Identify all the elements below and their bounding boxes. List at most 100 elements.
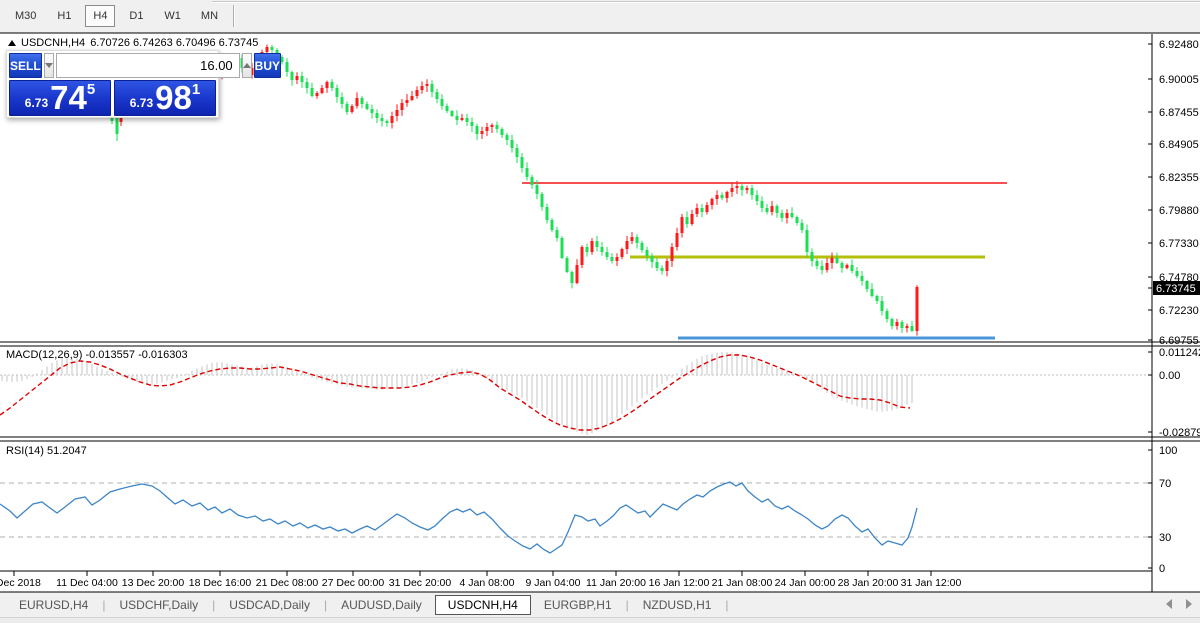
time-label: 21 Jan 08:00 (712, 577, 773, 589)
candle (305, 82, 309, 88)
status-strip (0, 617, 1200, 623)
candle (700, 208, 704, 212)
candle (470, 122, 474, 126)
time-label: 11 Jan 20:00 (586, 577, 646, 589)
candle (755, 195, 759, 201)
volume-increase-button[interactable] (241, 53, 252, 78)
candle (725, 192, 729, 198)
candle (475, 126, 479, 134)
rsi-tick-label: 100 (1159, 445, 1177, 457)
price-tick-label: 6.90005 (1159, 74, 1199, 86)
candle (620, 249, 624, 257)
candle (790, 213, 794, 217)
candle (820, 266, 824, 270)
candle (530, 177, 534, 185)
time-label: 6 Dec 2018 (0, 577, 41, 589)
candle (765, 208, 769, 212)
price-tick-label: 6.72230 (1159, 305, 1199, 317)
tab-eurgbp-h1[interactable]: EURGBP,H1 (543, 598, 612, 612)
candle (525, 168, 529, 177)
candle (585, 247, 589, 252)
candle (570, 272, 574, 283)
candle (645, 250, 649, 256)
candle (500, 129, 504, 135)
timeframe-button-mn[interactable]: MN (200, 10, 219, 22)
tab-usdcad-daily[interactable]: USDCAD,Daily (229, 598, 310, 612)
buy-price-quote[interactable]: 6.73 98 1 (114, 80, 216, 116)
tab-separator: | (212, 598, 216, 612)
sell-price-quote[interactable]: 6.73 74 5 (9, 80, 111, 116)
spinner-up-icon (242, 63, 251, 68)
candle (760, 201, 764, 208)
current-price-tag (1153, 281, 1200, 295)
candle (385, 121, 389, 123)
tab-usdchf-daily[interactable]: USDCHF,Daily (119, 598, 199, 612)
buy-button[interactable]: BUY (253, 53, 282, 78)
candle (115, 116, 119, 134)
candle (320, 88, 324, 93)
candle (750, 188, 754, 195)
candle (580, 247, 584, 265)
candle (575, 265, 579, 283)
buy-price-pip: 1 (191, 81, 201, 98)
candle (915, 287, 919, 331)
candle (625, 241, 629, 249)
tab-audusd-daily[interactable]: AUDUSD,Daily (341, 598, 422, 612)
candle (775, 206, 779, 213)
tab-eurusd-h4[interactable]: EURUSD,H4 (19, 598, 89, 612)
candle (355, 98, 359, 106)
candle (440, 99, 444, 106)
candle (280, 57, 284, 62)
macd-tick-label: 0.00 (1159, 370, 1180, 382)
candle (685, 217, 689, 224)
candle (640, 243, 644, 250)
timeframe-button-m30[interactable]: M30 (15, 10, 37, 22)
volume-input[interactable] (55, 53, 240, 78)
candle (805, 230, 809, 252)
sell-button[interactable]: SELL (9, 53, 42, 78)
tab-scroll-left-icon[interactable] (1166, 599, 1172, 609)
candle (485, 127, 489, 131)
candle (505, 135, 509, 140)
candle (119, 115, 123, 122)
macd-tick-label: 0.011242 (1159, 347, 1200, 359)
candle (265, 47, 269, 52)
tab-scroll-right-icon[interactable] (1186, 599, 1192, 609)
candle (660, 268, 664, 271)
toolbar-groove (212, 1, 1200, 3)
candle (450, 111, 454, 116)
candle (490, 125, 494, 127)
candle (740, 186, 744, 190)
timeframe-button-h4[interactable]: H4 (85, 5, 116, 27)
rsi-tick-label: 70 (1159, 478, 1171, 490)
candle (600, 247, 604, 252)
buy-price-big: 98 (155, 79, 192, 116)
candle (410, 96, 414, 100)
volume-decrease-button[interactable] (43, 53, 54, 78)
time-label: 13 Dec 20:00 (122, 577, 185, 589)
candle (420, 86, 424, 90)
timeframe-button-d1[interactable]: D1 (129, 10, 144, 22)
tab-usdcnh-h4[interactable]: USDCNH,H4 (434, 595, 531, 615)
candle (855, 271, 859, 276)
subwindow-marker-icon (8, 40, 16, 46)
tab-nzdusd-h1[interactable]: NZDUSD,H1 (642, 598, 712, 612)
candle (330, 82, 334, 88)
candle (840, 263, 844, 268)
tab-separator: | (323, 598, 328, 612)
candle (310, 88, 314, 96)
rsi-tick-label: 0 (1159, 563, 1165, 575)
candle (865, 281, 869, 289)
candle (435, 92, 439, 99)
sell-price-prefix: 6.73 (24, 96, 49, 110)
candle (350, 106, 354, 112)
current-price-label: 6.73745 (1156, 283, 1196, 295)
timeframe-button-w1[interactable]: W1 (164, 10, 181, 22)
candle (495, 125, 499, 129)
timeframe-button-h1[interactable]: H1 (57, 10, 72, 22)
time-label: 28 Jan 20:00 (838, 577, 899, 589)
candle (705, 205, 709, 212)
candle (250, 68, 254, 75)
candle (890, 319, 894, 326)
